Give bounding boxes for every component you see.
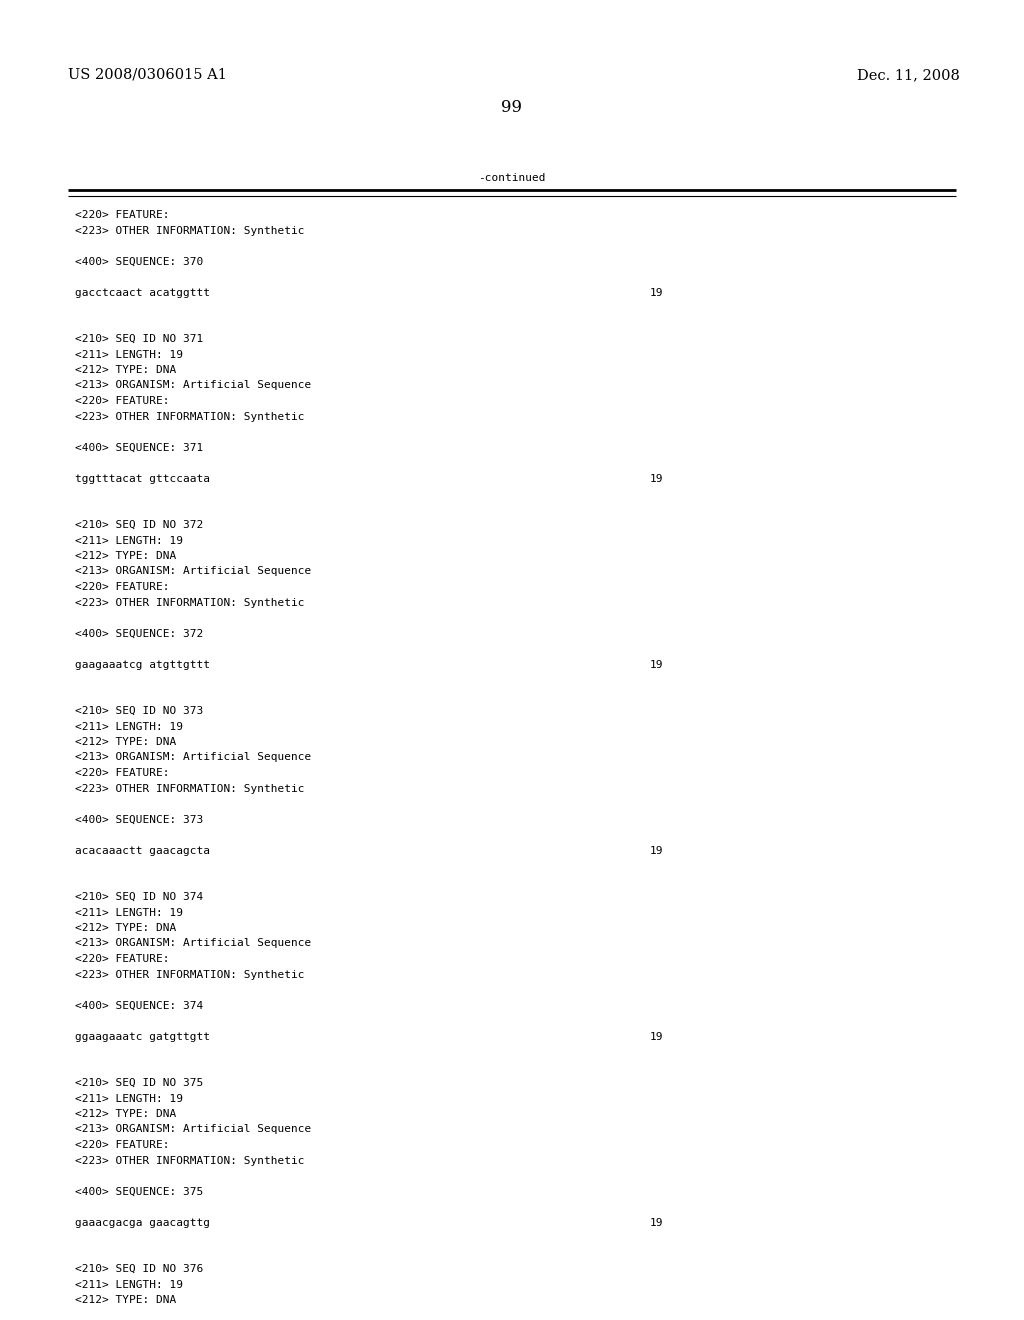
Text: <220> FEATURE:: <220> FEATURE: bbox=[75, 954, 170, 964]
Text: 19: 19 bbox=[650, 846, 664, 855]
Text: 99: 99 bbox=[502, 99, 522, 116]
Text: -continued: -continued bbox=[478, 173, 546, 183]
Text: <213> ORGANISM: Artificial Sequence: <213> ORGANISM: Artificial Sequence bbox=[75, 939, 311, 949]
Text: <211> LENGTH: 19: <211> LENGTH: 19 bbox=[75, 722, 183, 731]
Text: <210> SEQ ID NO 375: <210> SEQ ID NO 375 bbox=[75, 1078, 203, 1088]
Text: 19: 19 bbox=[650, 474, 664, 483]
Text: <212> TYPE: DNA: <212> TYPE: DNA bbox=[75, 923, 176, 933]
Text: <220> FEATURE:: <220> FEATURE: bbox=[75, 210, 170, 220]
Text: <223> OTHER INFORMATION: Synthetic: <223> OTHER INFORMATION: Synthetic bbox=[75, 412, 304, 421]
Text: <212> TYPE: DNA: <212> TYPE: DNA bbox=[75, 366, 176, 375]
Text: <211> LENGTH: 19: <211> LENGTH: 19 bbox=[75, 908, 183, 917]
Text: <211> LENGTH: 19: <211> LENGTH: 19 bbox=[75, 536, 183, 545]
Text: gaaacgacga gaacagttg: gaaacgacga gaacagttg bbox=[75, 1217, 210, 1228]
Text: <213> ORGANISM: Artificial Sequence: <213> ORGANISM: Artificial Sequence bbox=[75, 380, 311, 391]
Text: <223> OTHER INFORMATION: Synthetic: <223> OTHER INFORMATION: Synthetic bbox=[75, 969, 304, 979]
Text: <213> ORGANISM: Artificial Sequence: <213> ORGANISM: Artificial Sequence bbox=[75, 752, 311, 763]
Text: <223> OTHER INFORMATION: Synthetic: <223> OTHER INFORMATION: Synthetic bbox=[75, 1155, 304, 1166]
Text: <212> TYPE: DNA: <212> TYPE: DNA bbox=[75, 1295, 176, 1305]
Text: 19: 19 bbox=[650, 288, 664, 297]
Text: <220> FEATURE:: <220> FEATURE: bbox=[75, 582, 170, 591]
Text: <210> SEQ ID NO 373: <210> SEQ ID NO 373 bbox=[75, 706, 203, 715]
Text: 19: 19 bbox=[650, 660, 664, 669]
Text: <211> LENGTH: 19: <211> LENGTH: 19 bbox=[75, 1093, 183, 1104]
Text: <210> SEQ ID NO 374: <210> SEQ ID NO 374 bbox=[75, 892, 203, 902]
Text: <400> SEQUENCE: 373: <400> SEQUENCE: 373 bbox=[75, 814, 203, 825]
Text: gacctcaact acatggttt: gacctcaact acatggttt bbox=[75, 288, 210, 297]
Text: US 2008/0306015 A1: US 2008/0306015 A1 bbox=[68, 69, 227, 82]
Text: tggtttacat gttccaata: tggtttacat gttccaata bbox=[75, 474, 210, 483]
Text: <210> SEQ ID NO 371: <210> SEQ ID NO 371 bbox=[75, 334, 203, 345]
Text: <400> SEQUENCE: 375: <400> SEQUENCE: 375 bbox=[75, 1187, 203, 1196]
Text: <210> SEQ ID NO 376: <210> SEQ ID NO 376 bbox=[75, 1265, 203, 1274]
Text: <213> ORGANISM: Artificial Sequence: <213> ORGANISM: Artificial Sequence bbox=[75, 566, 311, 577]
Text: <211> LENGTH: 19: <211> LENGTH: 19 bbox=[75, 1279, 183, 1290]
Text: <223> OTHER INFORMATION: Synthetic: <223> OTHER INFORMATION: Synthetic bbox=[75, 226, 304, 235]
Text: <400> SEQUENCE: 370: <400> SEQUENCE: 370 bbox=[75, 256, 203, 267]
Text: <220> FEATURE:: <220> FEATURE: bbox=[75, 396, 170, 407]
Text: <210> SEQ ID NO 372: <210> SEQ ID NO 372 bbox=[75, 520, 203, 531]
Text: <400> SEQUENCE: 372: <400> SEQUENCE: 372 bbox=[75, 628, 203, 639]
Text: <212> TYPE: DNA: <212> TYPE: DNA bbox=[75, 550, 176, 561]
Text: <223> OTHER INFORMATION: Synthetic: <223> OTHER INFORMATION: Synthetic bbox=[75, 784, 304, 793]
Text: <220> FEATURE:: <220> FEATURE: bbox=[75, 1140, 170, 1150]
Text: <212> TYPE: DNA: <212> TYPE: DNA bbox=[75, 1109, 176, 1119]
Text: <220> FEATURE:: <220> FEATURE: bbox=[75, 768, 170, 777]
Text: <400> SEQUENCE: 371: <400> SEQUENCE: 371 bbox=[75, 442, 203, 453]
Text: acacaaactt gaacagcta: acacaaactt gaacagcta bbox=[75, 846, 210, 855]
Text: gaagaaatcg atgttgttt: gaagaaatcg atgttgttt bbox=[75, 660, 210, 669]
Text: <212> TYPE: DNA: <212> TYPE: DNA bbox=[75, 737, 176, 747]
Text: <400> SEQUENCE: 374: <400> SEQUENCE: 374 bbox=[75, 1001, 203, 1011]
Text: ggaagaaatc gatgttgtt: ggaagaaatc gatgttgtt bbox=[75, 1031, 210, 1041]
Text: Dec. 11, 2008: Dec. 11, 2008 bbox=[857, 69, 961, 82]
Text: 19: 19 bbox=[650, 1217, 664, 1228]
Text: <211> LENGTH: 19: <211> LENGTH: 19 bbox=[75, 350, 183, 359]
Text: <223> OTHER INFORMATION: Synthetic: <223> OTHER INFORMATION: Synthetic bbox=[75, 598, 304, 607]
Text: 19: 19 bbox=[650, 1031, 664, 1041]
Text: <213> ORGANISM: Artificial Sequence: <213> ORGANISM: Artificial Sequence bbox=[75, 1125, 311, 1134]
